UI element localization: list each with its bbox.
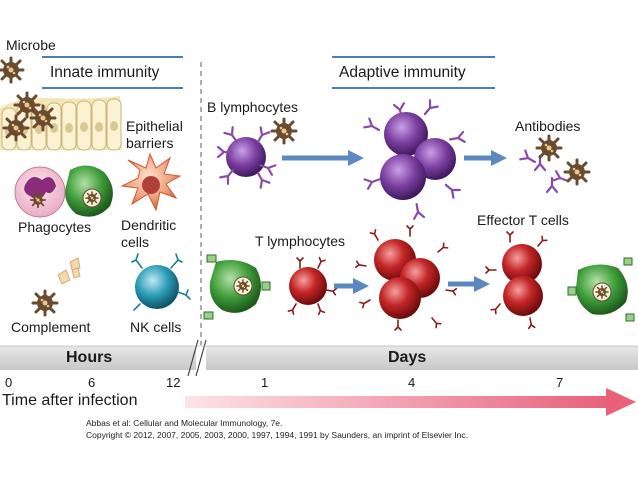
epithelial-label-line2: barriers	[126, 135, 174, 151]
timeline-band	[0, 339, 638, 377]
dendritic-label-line2: cells	[121, 234, 150, 250]
antigen-presenting-cell	[203, 254, 271, 320]
arrow-to-effector	[448, 276, 490, 292]
microbe-icon	[535, 134, 563, 162]
hours-label: Hours	[66, 349, 113, 366]
microbe-icon	[0, 56, 25, 84]
arrow-plasma-to-antibodies	[464, 150, 507, 166]
tick-0: 0	[5, 375, 13, 390]
effector-t-cells	[485, 231, 548, 330]
credit-line-1: Abbas et al: Cellular and Molecular Immu…	[86, 418, 283, 428]
complement-label: Complement	[11, 319, 91, 335]
microbe-icon	[31, 289, 59, 317]
plasma-cell-cluster	[363, 99, 466, 220]
nk-cells-label: NK cells	[130, 319, 182, 335]
microbe-icon	[270, 117, 298, 145]
innate-header-bracket	[42, 56, 183, 89]
credit-line-2: Copyright © 2012, 2007, 2005, 2003, 2000…	[86, 430, 468, 440]
arrow-t-to-clonal-expansion	[334, 278, 369, 294]
microbe-label: Microbe	[6, 37, 56, 53]
epithelial-label-line1: Epithelial	[126, 118, 183, 134]
microbe-icon	[13, 91, 41, 119]
b-lymphocytes-label: B lymphocytes	[207, 99, 299, 115]
tick-1: 1	[261, 375, 269, 390]
arrow-b-to-plasma	[282, 150, 364, 166]
time-after-infection-label: Time after infection	[2, 392, 138, 409]
microbe-icon	[2, 114, 30, 142]
days-label: Days	[388, 349, 427, 366]
target-cell	[567, 257, 635, 322]
innate-immunity-header: Innate immunity	[50, 64, 160, 81]
naive-t-lymphocyte	[287, 256, 338, 316]
phagocyte-macrophage	[65, 165, 113, 217]
adaptive-header-bracket	[332, 56, 495, 89]
t-lymphocytes-label: T lymphocytes	[255, 233, 345, 249]
complement-proteins	[57, 257, 81, 285]
tick-4: 4	[408, 375, 416, 390]
b-lymphocyte	[216, 126, 277, 189]
tick-12: 12	[166, 375, 181, 390]
antibodies-label: Antibodies	[515, 118, 581, 134]
tick-6: 6	[88, 375, 96, 390]
dendritic-label-line1: Dendritic	[121, 217, 177, 233]
effector-t-cells-label: Effector T cells	[477, 212, 569, 228]
microbe-icon	[563, 158, 591, 186]
dendritic-cell	[120, 152, 182, 212]
antibodies-illustration	[519, 149, 571, 194]
nk-cell	[131, 253, 191, 311]
t-cell-clonal-cluster	[354, 225, 458, 331]
adaptive-immunity-header: Adaptive immunity	[339, 64, 466, 81]
time-arrow	[185, 388, 636, 416]
tick-7: 7	[556, 375, 564, 390]
phagocyte-neutrophil	[14, 166, 66, 218]
phagocytes-label: Phagocytes	[18, 219, 92, 235]
microbe-icon	[29, 104, 57, 132]
